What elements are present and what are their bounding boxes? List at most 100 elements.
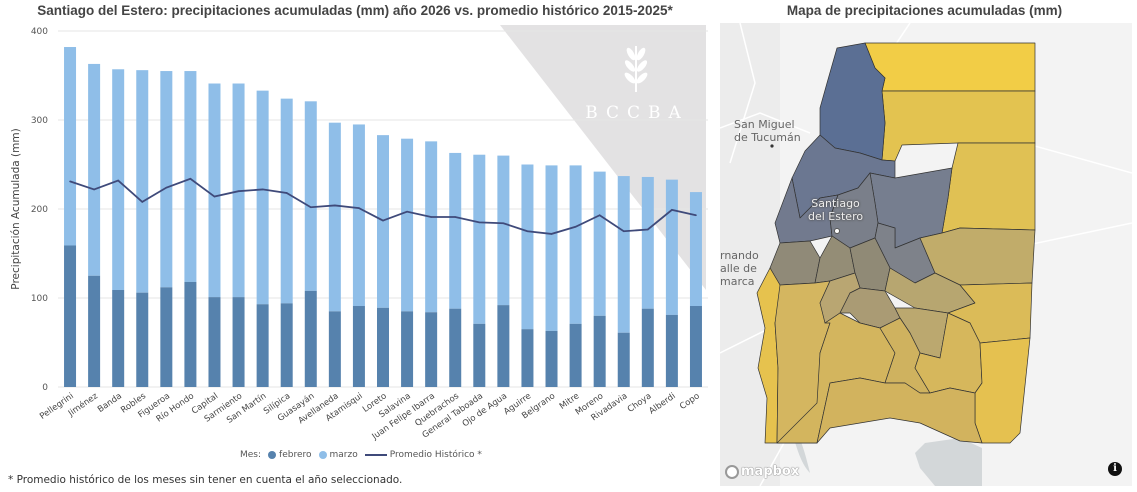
mapbox-attribution[interactable]: mapbox (725, 464, 799, 479)
bar-febrero[interactable] (64, 245, 77, 387)
bar-marzo[interactable] (401, 138, 414, 312)
promedio-point[interactable] (165, 186, 168, 189)
promedio-point[interactable] (93, 188, 95, 191)
y-tick-label: 200 (31, 205, 48, 215)
bar-marzo[interactable] (569, 165, 582, 324)
promedio-point[interactable] (334, 204, 336, 207)
bar-marzo[interactable] (256, 90, 269, 305)
bar-marzo[interactable] (160, 71, 173, 288)
promedio-point[interactable] (382, 219, 384, 222)
bar-marzo[interactable] (593, 171, 606, 316)
bar-marzo[interactable] (521, 164, 534, 330)
bar-febrero[interactable] (304, 290, 317, 387)
x-tick-label: Banda (96, 391, 124, 415)
bar-febrero[interactable] (232, 297, 245, 387)
bar-febrero[interactable] (377, 307, 389, 387)
bar-marzo[interactable] (689, 192, 702, 307)
promedio-point[interactable] (430, 216, 432, 218)
promedio-point[interactable] (189, 177, 192, 180)
bar-marzo[interactable] (352, 124, 365, 307)
mapbox-logo-icon (725, 464, 739, 479)
bar-febrero[interactable] (473, 323, 486, 387)
legend-marzo-swatch (318, 451, 327, 459)
x-tick-label: Pellegrini (38, 391, 76, 422)
region-belgrano[interactable] (816, 377, 983, 444)
bar-marzo[interactable] (88, 63, 101, 276)
promedio-point[interactable] (454, 216, 457, 218)
region-copo[interactable] (864, 42, 1036, 92)
map-canvas[interactable] (720, 23, 1132, 486)
bar-marzo[interactable] (184, 71, 197, 282)
legend-marzo-label[interactable]: marzo (329, 450, 358, 460)
promedio-point[interactable] (622, 230, 625, 233)
bar-marzo[interactable] (136, 70, 149, 293)
bar-febrero[interactable] (665, 314, 678, 387)
promedio-point[interactable] (141, 201, 144, 203)
region-rivadavia[interactable] (974, 337, 1031, 444)
bar-febrero[interactable] (641, 308, 654, 387)
y-tick-label: 300 (31, 116, 48, 126)
bar-marzo[interactable] (64, 47, 77, 246)
promedio-point[interactable] (69, 180, 71, 183)
promedio-point[interactable] (285, 192, 288, 194)
bar-febrero[interactable] (328, 311, 341, 387)
bar-febrero[interactable] (497, 305, 510, 387)
bar-febrero[interactable] (160, 287, 173, 387)
promedio-point[interactable] (261, 188, 264, 191)
y-tick-label: 100 (31, 294, 48, 304)
promedio-point[interactable] (598, 214, 601, 217)
bar-marzo[interactable] (328, 122, 341, 312)
bar-marzo[interactable] (641, 176, 654, 309)
region-moreno[interactable] (941, 142, 1036, 234)
bar-febrero[interactable] (88, 275, 101, 387)
bar-marzo[interactable] (280, 98, 293, 304)
info-icon[interactable]: i (1108, 462, 1122, 476)
bar-febrero[interactable] (280, 303, 293, 387)
promedio-point[interactable] (358, 207, 360, 209)
bar-marzo[interactable] (545, 165, 558, 331)
promedio-point[interactable] (237, 190, 240, 192)
bar-febrero[interactable] (689, 306, 702, 387)
promedio-point[interactable] (478, 221, 481, 224)
bar-febrero[interactable] (112, 289, 125, 387)
legend-febrero-label[interactable]: febrero (279, 450, 312, 460)
bar-febrero[interactable] (569, 323, 582, 387)
promedio-point[interactable] (213, 195, 216, 198)
promedio-point[interactable] (671, 209, 673, 211)
legend-promedio-label[interactable]: Promedio Histórico * (389, 450, 482, 460)
santiago-dot (834, 228, 840, 234)
bar-febrero[interactable] (593, 315, 606, 387)
promedio-point[interactable] (309, 206, 312, 209)
lagoon (915, 438, 982, 486)
bar-febrero[interactable] (184, 281, 197, 387)
promedio-point[interactable] (574, 226, 577, 228)
promedio-point[interactable] (526, 230, 529, 233)
promedio-point[interactable] (502, 222, 505, 225)
chart-panel: BCCBA 0 100 200 300 400 Precipitación Acumul… (8, 3, 708, 486)
bar-marzo[interactable] (473, 154, 486, 324)
bar-febrero[interactable] (352, 306, 365, 387)
promedio-point[interactable] (406, 210, 408, 213)
label-santiago-del-estero: Santiago del Estero (808, 197, 864, 223)
bar-febrero[interactable] (449, 308, 462, 387)
bar-marzo[interactable] (304, 101, 317, 291)
bar-febrero[interactable] (521, 329, 534, 387)
bar-marzo[interactable] (617, 176, 630, 333)
choropleth-map[interactable]: San Miguel de Tucumán Santiago del Ester… (720, 23, 1132, 486)
bar-febrero[interactable] (136, 292, 149, 387)
bar-febrero[interactable] (208, 297, 221, 387)
bar-marzo[interactable] (208, 83, 221, 298)
promedio-point[interactable] (117, 179, 119, 182)
bar-febrero[interactable] (401, 311, 414, 387)
bar-febrero[interactable] (617, 332, 630, 387)
promedio-point[interactable] (550, 233, 553, 235)
bar-febrero[interactable] (545, 330, 558, 387)
bar-marzo[interactable] (497, 155, 510, 306)
bar-marzo[interactable] (665, 179, 678, 315)
bar-febrero[interactable] (425, 312, 438, 387)
promedio-point[interactable] (647, 228, 649, 231)
promedio-point[interactable] (695, 214, 697, 217)
bar-marzo[interactable] (449, 152, 462, 309)
bar-febrero[interactable] (256, 304, 269, 387)
bar-marzo[interactable] (425, 141, 438, 313)
